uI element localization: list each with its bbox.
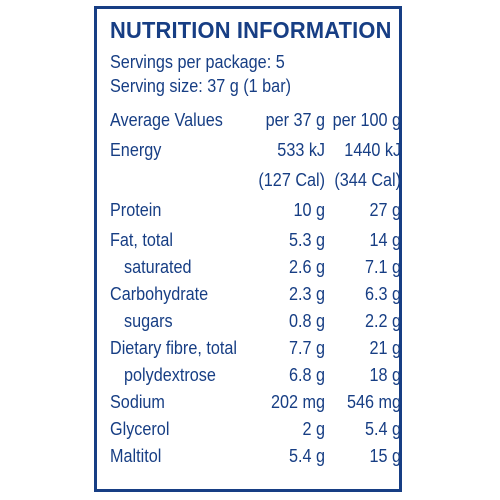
row-per-serving: 2.6 g	[289, 257, 326, 277]
row-per-100g: 18 g	[369, 365, 402, 385]
row-per-100g: (344 Cal)	[334, 170, 402, 190]
header-label: Average Values	[110, 110, 223, 130]
table-row-dietary-fibre: Dietary fibre, total 7.7 g 21 g	[110, 335, 405, 362]
table-row-fat: Fat, total 5.3 g 14 g	[110, 227, 405, 254]
row-per-100g: 1440 kJ	[344, 140, 402, 160]
nutrition-panel: NUTRITION INFORMATION Servings per packa…	[94, 6, 402, 492]
row-per-serving: 6.8 g	[289, 365, 326, 385]
row-per-serving: 2 g	[302, 419, 326, 439]
table-row-energy: Energy 533 kJ 1440 kJ	[110, 134, 405, 167]
row-per-100g: 546 mg	[347, 392, 402, 412]
table-row-sodium: Sodium 202 mg 546 mg	[110, 389, 405, 416]
row-label: polydextrose	[124, 365, 216, 385]
table-row-energy-cal: (127 Cal) (344 Cal)	[110, 167, 405, 194]
row-label: Energy	[110, 140, 162, 160]
serving-size: Serving size: 37 g (1 bar)	[110, 76, 291, 96]
row-per-100g: 7.1 g	[365, 257, 402, 277]
row-label: saturated	[124, 257, 192, 277]
row-per-serving: 202 mg	[271, 392, 326, 412]
header-per-serving: per 37 g	[265, 110, 326, 130]
table-header-row: Average Values per 37 g per 100 g	[110, 107, 405, 134]
row-label: Dietary fibre, total	[110, 338, 237, 358]
row-label: Sodium	[110, 392, 165, 412]
table-row-protein: Protein 10 g 27 g	[110, 194, 405, 227]
row-per-100g: 5.4 g	[365, 419, 402, 439]
row-label: Fat, total	[110, 230, 174, 250]
row-per-serving: 2.3 g	[289, 284, 326, 304]
table-row-carbohydrate: Carbohydrate 2.3 g 6.3 g	[110, 281, 405, 308]
row-per-100g: 21 g	[369, 338, 402, 358]
row-per-100g: 2.2 g	[365, 311, 402, 331]
table-row-maltitol: Maltitol 5.4 g 15 g	[110, 443, 405, 470]
servings-per-package: Servings per package: 5	[110, 52, 285, 72]
row-per-serving: 5.4 g	[289, 446, 326, 466]
row-per-100g: 14 g	[369, 230, 402, 250]
nutrition-table: Average Values per 37 g per 100 g Energy…	[110, 107, 405, 470]
table-row-polydextrose: polydextrose 6.8 g 18 g	[110, 362, 405, 389]
row-label: sugars	[124, 311, 173, 331]
row-label: Glycerol	[110, 419, 170, 439]
row-per-serving: 5.3 g	[289, 230, 326, 250]
row-per-100g: 15 g	[369, 446, 402, 466]
row-label: Carbohydrate	[110, 284, 209, 304]
row-per-serving: 533 kJ	[277, 140, 326, 160]
table-row-sugars: sugars 0.8 g 2.2 g	[110, 308, 405, 335]
row-per-100g: 27 g	[369, 200, 402, 220]
row-label: Maltitol	[110, 446, 162, 466]
panel-title: NUTRITION INFORMATION	[110, 17, 392, 43]
table-row-glycerol: Glycerol 2 g 5.4 g	[110, 416, 405, 443]
header-per-100g: per 100 g	[332, 110, 402, 130]
row-label: Protein	[110, 200, 162, 220]
row-per-serving: 0.8 g	[289, 311, 326, 331]
row-per-serving: (127 Cal)	[258, 170, 326, 190]
row-per-serving: 10 g	[293, 200, 326, 220]
row-per-100g: 6.3 g	[365, 284, 402, 304]
row-per-serving: 7.7 g	[289, 338, 326, 358]
table-row-saturated: saturated 2.6 g 7.1 g	[110, 254, 405, 281]
